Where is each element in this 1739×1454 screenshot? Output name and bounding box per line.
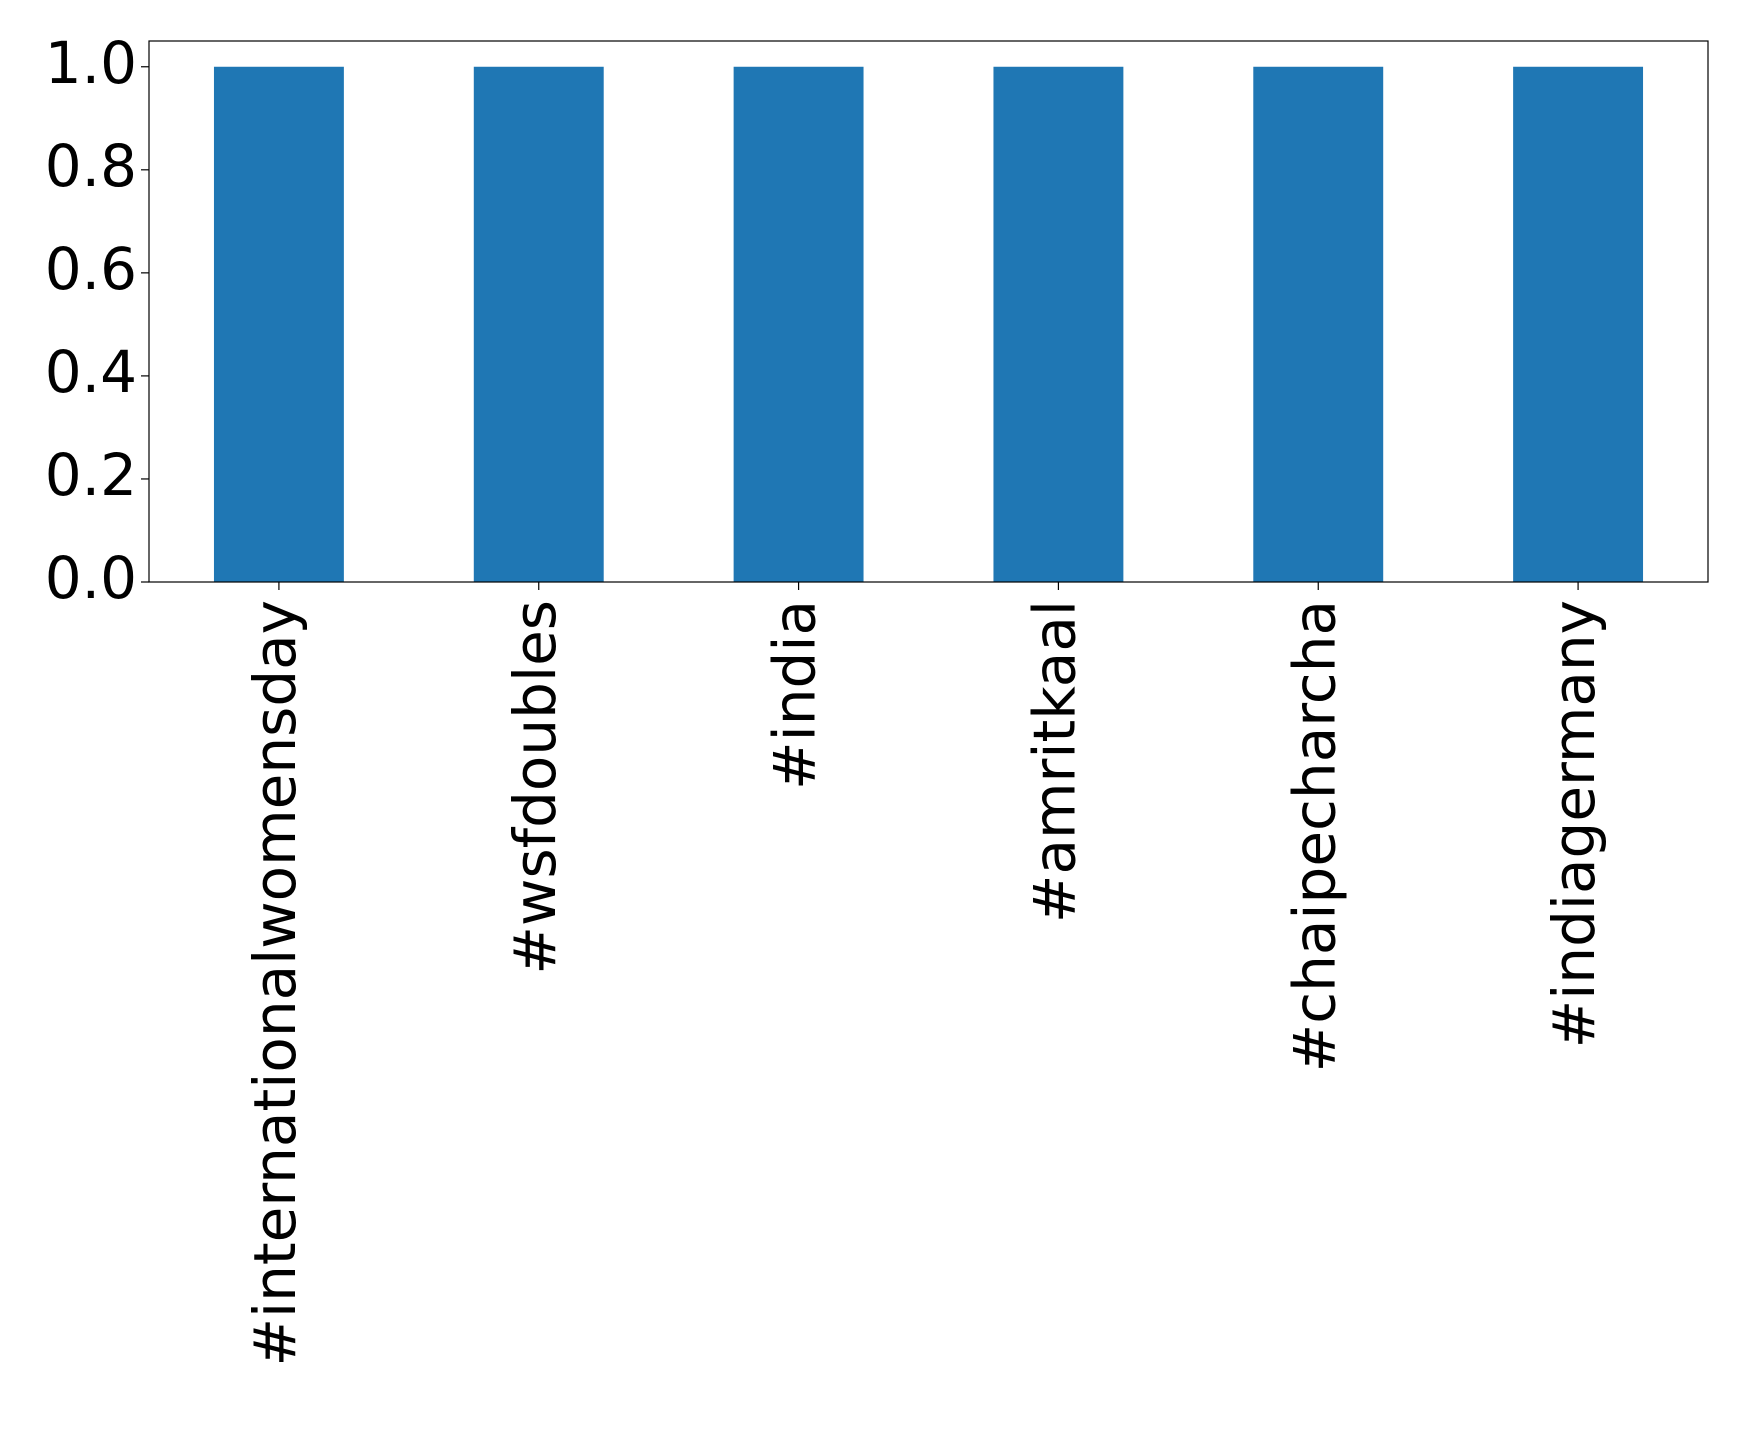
- x-tick-label: #amritkaal: [1021, 600, 1089, 923]
- x-tick-label: #internationalwomensday: [241, 600, 309, 1367]
- y-tick-label: 1.0: [45, 29, 137, 97]
- x-tick-label: #wsfdoubles: [501, 600, 569, 975]
- y-tick-label: 0.2: [45, 441, 137, 509]
- bar: [1253, 66, 1384, 582]
- bar: [473, 66, 604, 582]
- bar: [1513, 66, 1644, 582]
- bar: [213, 66, 344, 582]
- x-tick-label: #india: [761, 600, 829, 790]
- x-tick-label: #chaipecharcha: [1280, 600, 1348, 1072]
- bar: [733, 66, 864, 582]
- x-tick-label: #indiagermany: [1540, 600, 1608, 1048]
- bar: [993, 66, 1124, 582]
- y-tick-label: 0.6: [45, 235, 137, 303]
- y-tick-label: 0.8: [45, 132, 137, 200]
- y-tick-label: 0.4: [45, 338, 137, 406]
- y-tick-label: 0.0: [45, 544, 137, 612]
- plot-frame: [148, 40, 1709, 583]
